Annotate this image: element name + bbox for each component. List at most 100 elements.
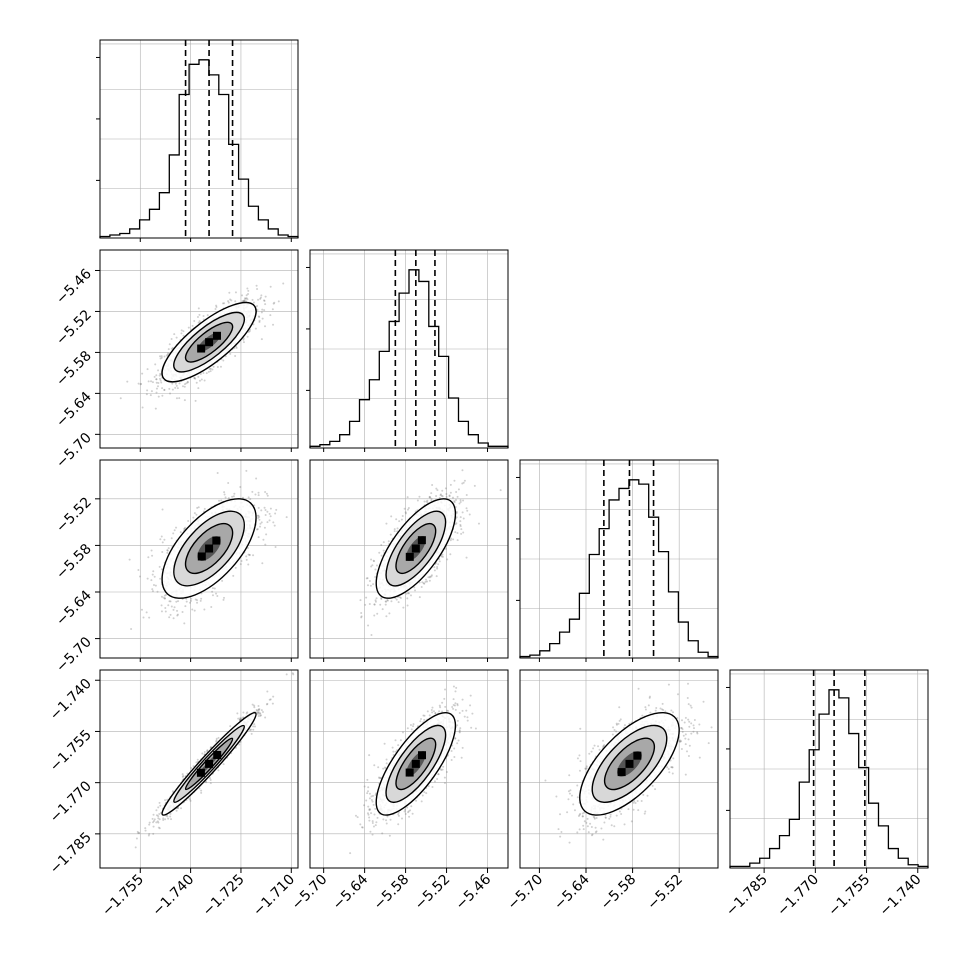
scatter-point xyxy=(257,536,260,539)
scatter-point xyxy=(156,590,159,593)
panel-frame xyxy=(729,669,929,869)
scatter-point xyxy=(405,592,408,595)
scatter-point xyxy=(378,551,381,554)
scatter-point xyxy=(436,489,439,492)
scatter-point xyxy=(155,814,158,817)
scatter-point xyxy=(163,388,166,391)
scatter-point xyxy=(365,577,368,580)
scatter-point xyxy=(376,612,379,615)
scatter-point xyxy=(200,791,203,794)
scatter-point xyxy=(138,575,141,578)
scatter-point xyxy=(153,575,156,578)
scatter-point xyxy=(170,605,173,608)
scatter-point xyxy=(215,737,218,740)
scatter-point xyxy=(257,708,260,711)
scatter-point xyxy=(175,397,178,400)
scatter-point xyxy=(259,296,262,299)
scatter-point xyxy=(243,297,246,300)
scatter-point xyxy=(245,294,248,297)
scatter-point xyxy=(201,752,204,755)
scatter-point xyxy=(441,495,444,498)
scatter-point xyxy=(259,525,262,528)
scatter-point xyxy=(187,326,190,329)
scatter-point xyxy=(242,300,245,303)
scatter-point xyxy=(155,387,158,390)
scatter-point xyxy=(174,386,177,389)
scatter-point xyxy=(184,605,187,608)
panel-frame xyxy=(99,39,299,239)
scatter-point xyxy=(261,317,264,320)
scatter-point xyxy=(462,499,465,502)
scatter-point xyxy=(176,609,179,612)
scatter-point xyxy=(402,606,405,609)
scatter-point xyxy=(456,539,459,542)
scatter-point xyxy=(262,538,265,541)
scatter-point xyxy=(247,289,250,292)
scatter-point xyxy=(439,493,442,496)
scatter-point xyxy=(159,804,162,807)
scatter-point xyxy=(175,600,178,603)
scatter-point xyxy=(210,605,213,608)
histogram-panel xyxy=(306,249,509,449)
scatter-point xyxy=(170,337,173,340)
scatter-point xyxy=(205,372,208,375)
scatter-point xyxy=(151,590,154,593)
scatter-point xyxy=(159,355,162,358)
scatter-point xyxy=(422,582,425,585)
scatter-point xyxy=(387,540,390,543)
scatter-point xyxy=(375,597,378,600)
scatter-point xyxy=(460,532,463,535)
density-peak xyxy=(197,552,206,561)
scatter-point xyxy=(275,508,278,511)
density-peak xyxy=(205,544,214,553)
panel-content xyxy=(310,460,508,658)
scatter-point xyxy=(266,521,269,524)
scatter-point xyxy=(209,370,212,373)
scatter-point xyxy=(183,622,186,625)
scatter-point xyxy=(407,592,410,595)
scatter-point xyxy=(203,608,206,611)
scatter-point xyxy=(185,600,188,603)
scatter-point xyxy=(401,514,404,517)
scatter-point xyxy=(404,512,407,515)
scatter-point xyxy=(172,532,175,535)
scatter-point xyxy=(277,300,280,303)
scatter-point xyxy=(193,377,196,380)
scatter-point xyxy=(260,311,263,314)
density-peak xyxy=(205,338,214,347)
scatter-point xyxy=(439,494,442,497)
scatter-point xyxy=(130,627,133,630)
scatter-point xyxy=(461,482,464,485)
scatter-point xyxy=(466,509,469,512)
scatter-point xyxy=(243,299,246,302)
scatter-point xyxy=(428,495,431,498)
scatter-point xyxy=(268,519,271,522)
scatter-point xyxy=(206,749,209,752)
scatter-point xyxy=(258,319,261,322)
scatter-point xyxy=(250,732,253,735)
scatter-point xyxy=(173,606,176,609)
scatter-point xyxy=(231,495,234,498)
scatter-point xyxy=(436,567,439,570)
scatter-point xyxy=(384,600,387,603)
scatter-point xyxy=(200,378,203,381)
scatter-point xyxy=(258,320,261,323)
scatter-point xyxy=(223,596,226,599)
scatter-point xyxy=(160,355,163,358)
scatter-point xyxy=(179,531,182,534)
scatter-point xyxy=(424,580,427,583)
scatter-point xyxy=(241,300,244,303)
scatter-point xyxy=(196,506,199,509)
scatter-point xyxy=(146,389,149,392)
panel-content xyxy=(100,670,298,868)
scatter-point xyxy=(499,489,502,492)
scatter-point xyxy=(459,516,462,519)
scatter-point xyxy=(266,494,269,497)
panel-frame xyxy=(99,459,299,659)
scatter-point xyxy=(260,509,263,512)
scatter-point xyxy=(248,553,251,556)
scatter-point xyxy=(215,304,218,307)
scatter-point xyxy=(235,346,238,349)
panel-frame xyxy=(309,249,509,449)
scatter-point xyxy=(373,614,376,617)
